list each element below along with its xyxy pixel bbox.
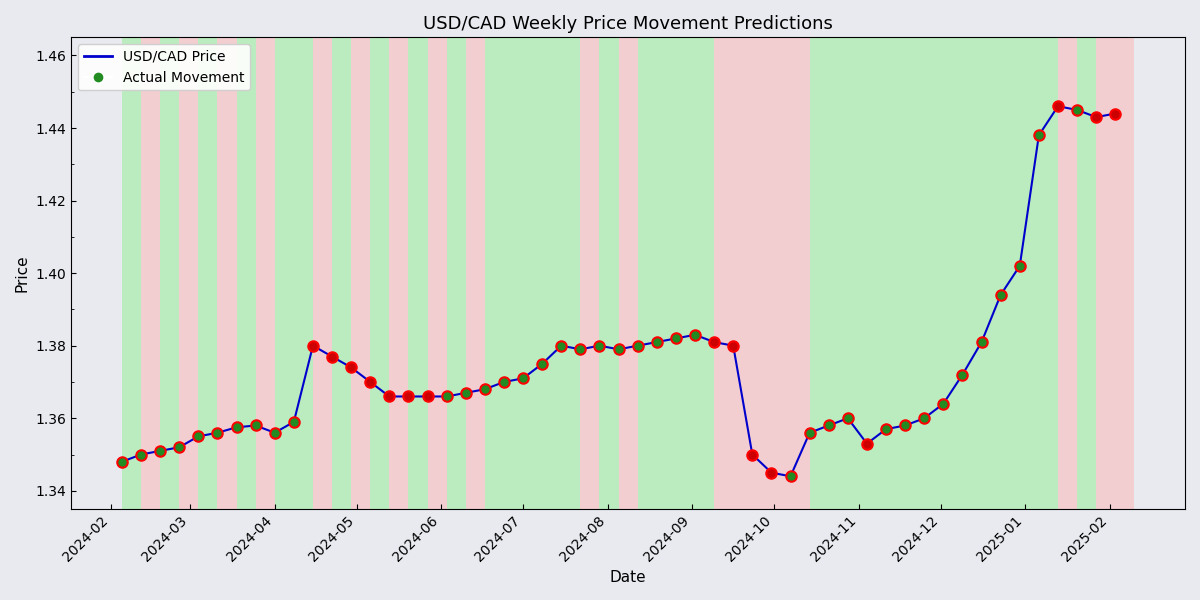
Bar [924, 37, 943, 509]
Bar [581, 37, 600, 509]
Bar [122, 37, 142, 509]
Bar [943, 37, 962, 509]
Bar [466, 37, 485, 509]
Bar [810, 37, 829, 509]
Bar [829, 37, 848, 509]
Bar [1096, 37, 1115, 509]
Bar [294, 37, 313, 509]
Bar [236, 37, 256, 509]
X-axis label: Date: Date [610, 570, 647, 585]
Bar [371, 37, 389, 509]
Bar [1020, 37, 1039, 509]
Y-axis label: Price: Price [14, 254, 30, 292]
Bar [408, 37, 427, 509]
Bar [1058, 37, 1078, 509]
Bar [886, 37, 905, 509]
Bar [160, 37, 179, 509]
Bar [389, 37, 408, 509]
Bar [752, 37, 772, 509]
Bar [523, 37, 542, 509]
Bar [600, 37, 618, 509]
Title: USD/CAD Weekly Price Movement Predictions: USD/CAD Weekly Price Movement Prediction… [424, 15, 833, 33]
Bar [504, 37, 523, 509]
Bar [275, 37, 294, 509]
Bar [179, 37, 198, 509]
Bar [848, 37, 866, 509]
Bar [982, 37, 1001, 509]
Bar [542, 37, 562, 509]
Bar [656, 37, 676, 509]
Bar [142, 37, 160, 509]
Bar [618, 37, 637, 509]
Bar [905, 37, 924, 509]
Bar [733, 37, 752, 509]
Bar [1001, 37, 1020, 509]
Bar [562, 37, 581, 509]
Bar [198, 37, 217, 509]
Bar [1115, 37, 1134, 509]
Bar [695, 37, 714, 509]
Bar [714, 37, 733, 509]
Bar [791, 37, 810, 509]
Bar [1078, 37, 1096, 509]
Legend: USD/CAD Price, Actual Movement: USD/CAD Price, Actual Movement [78, 44, 250, 91]
Bar [637, 37, 656, 509]
Bar [1039, 37, 1058, 509]
Bar [962, 37, 982, 509]
Bar [217, 37, 236, 509]
Bar [485, 37, 504, 509]
Bar [332, 37, 352, 509]
Bar [313, 37, 332, 509]
Bar [772, 37, 791, 509]
Bar [352, 37, 371, 509]
Bar [446, 37, 466, 509]
Bar [427, 37, 446, 509]
Bar [866, 37, 886, 509]
Bar [676, 37, 695, 509]
Bar [256, 37, 275, 509]
